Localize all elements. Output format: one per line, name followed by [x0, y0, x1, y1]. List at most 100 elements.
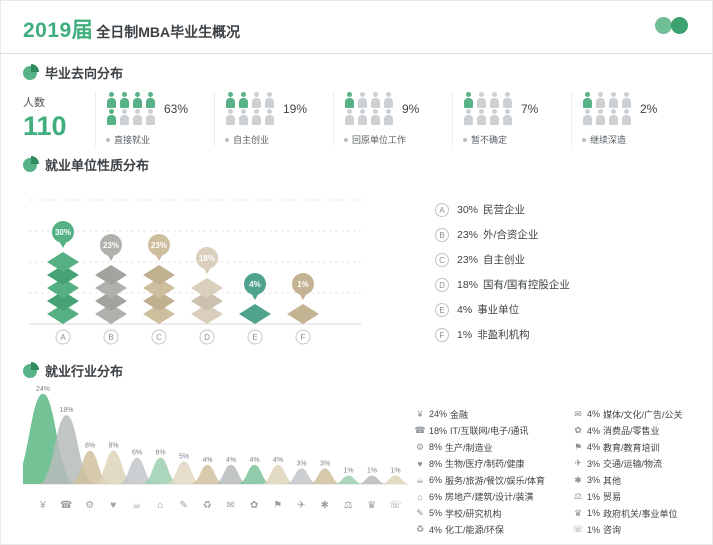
axis-letter: E [252, 333, 257, 342]
other-icon: ✱ [574, 474, 582, 485]
person-icon [608, 109, 619, 125]
industry-percent-label: 4% [226, 457, 236, 464]
real-estate-icon: ⌂ [417, 491, 423, 502]
industry-peak [118, 457, 156, 484]
person-icon [132, 109, 143, 125]
axis-letter: D [204, 333, 210, 342]
person-icon [476, 109, 487, 125]
industry-legend-item: ✿ 4% 消费品/零售业 [572, 423, 700, 440]
industry-percent-label: 8% [108, 443, 118, 450]
destination-group: 9% 回原单位工作 [333, 92, 452, 146]
employer-section-title: 就业单位性质分布 [45, 158, 150, 173]
bar-percent-label: 4% [249, 280, 261, 289]
bar-segment [143, 265, 175, 285]
axis-letter-circle [247, 329, 263, 345]
graduate-count-block: 人数 110 [23, 92, 95, 142]
person-icon [621, 92, 632, 108]
industry-percent-label: 5% [179, 453, 189, 460]
industry-peak [260, 464, 296, 484]
bar-percent-label: 23% [103, 241, 119, 250]
it-internet-icon: ☎ [414, 425, 426, 436]
industry-legend-item: ✉ 4% 媒体/文化/广告/公关 [572, 406, 700, 423]
axis-letter: C [156, 333, 162, 342]
industry-peak [190, 464, 225, 484]
employer-legend-item: D 18% 国有/国有控股企业 [435, 277, 570, 292]
industry-legend-item: ☕ 6% 服务/旅游/餐饮/娱乐/体育 [414, 472, 564, 489]
bullet-dot-icon [582, 137, 586, 142]
legend-letter-badge: A [435, 202, 449, 217]
legend-percent: 18% [429, 425, 448, 436]
industry-peak [333, 475, 364, 484]
person-icon [225, 109, 236, 125]
destination-pictogram-row: 19% [225, 92, 333, 126]
bar-segment [95, 304, 127, 324]
industry-peak [38, 415, 95, 484]
employer-chart-svg: 30% A 23% B 23% C 18% D 4% E 1% F [29, 199, 361, 345]
person-icon [238, 109, 249, 125]
person-icon [621, 109, 632, 125]
other-icon: ✱ [320, 500, 329, 511]
bar-segment [239, 304, 271, 324]
person-icon [344, 109, 355, 125]
legend-label: 教育/教育培训 [603, 442, 660, 453]
person-icon [489, 109, 500, 125]
manufacturing-icon: ⚙ [415, 441, 425, 452]
bar-segment [191, 291, 223, 311]
destination-pictogram-row: 9% [344, 92, 452, 126]
legend-label: 咨询 [603, 525, 622, 536]
destination-label-text: 直接就业 [114, 135, 151, 145]
destination-pictogram-row: 63% [106, 92, 214, 126]
destination-group: 19% 自主创业 [214, 92, 333, 146]
legend-percent: 3% [587, 458, 601, 469]
legend-percent: 23% [457, 228, 479, 241]
destination-label: 自主创业 [225, 133, 333, 146]
destination-label: 继续深造 [582, 133, 690, 146]
employer-legend: A 30% 民营企业 B 23% 外/合资企业 C 23% 自主创业 D 18% 国有/国有控股企业 E… [435, 176, 570, 352]
person-icon [595, 109, 606, 125]
person-icon [370, 109, 381, 125]
industry-legend-item: ⌂ 6% 房地产/建筑/设计/装潢 [414, 489, 564, 506]
legend-label: 其他 [603, 475, 622, 486]
section-industry: 就业行业分布 24% 18% 8% 8% 6% 6% 5% 4% 4% 4% 4% 3% 3% 1% 1% 1… [1, 361, 712, 538]
transport-logistics-icon: ✈ [574, 458, 582, 469]
education-research-icon: ✎ [179, 500, 188, 511]
bar-percent-label: 30% [55, 228, 71, 237]
bar-segment [143, 278, 175, 298]
industry-legend-right: ✉ 4% 媒体/文化/广告/公关 ✿ 4% 消费品/零售业 ⚑ 4% 教育/教育培训 ✈ 3% 交通/… [572, 406, 700, 538]
bar-segment [47, 291, 79, 311]
page-title: 全日制MBA毕业生概况 [96, 24, 241, 40]
axis-letter-circle [103, 329, 119, 345]
employer-legend-item: E 4% 事业单位 [435, 302, 570, 317]
person-icon [582, 92, 593, 108]
healthcare-icon: ♥ [417, 458, 423, 469]
percent-balloon [148, 234, 170, 256]
axis-letter: B [108, 333, 113, 342]
industry-legend-item: ⚙ 8% 生产/制造业 [414, 439, 564, 456]
person-icon [106, 109, 117, 125]
pie-chart-icon [23, 155, 39, 172]
media-culture-icon: ✉ [574, 408, 582, 419]
education-research-icon: ✎ [416, 507, 424, 518]
axis-letter-circle [199, 329, 215, 345]
destination-percent: 2% [640, 102, 658, 116]
destinations-content: 人数 110 63% 直接就业 19% 自主创业 9% 回原单位工作 7% 暂不确定 2% 继续深… [23, 92, 690, 146]
consumer-retail-icon: ✿ [250, 500, 259, 511]
industry-percent-label: 6% [132, 450, 142, 457]
employer-legend-item: F 1% 非盈利机构 [435, 327, 570, 342]
manufacturing-icon: ⚙ [85, 500, 95, 511]
employer-legend-item: A 30% 民营企业 [435, 202, 570, 217]
real-estate-icon: ⌂ [157, 500, 164, 511]
person-icon [489, 92, 500, 108]
legend-letter-badge: F [435, 327, 449, 342]
legend-letter-badge: B [435, 227, 449, 242]
legend-percent: 6% [429, 475, 443, 486]
industry-content: 24% 18% 8% 8% 6% 6% 5% 4% 4% 4% 4% 3% 3% 1% 1% 1% ¥ ☎ ⚙ ♥ ☕… [10, 382, 696, 538]
legend-percent: 8% [429, 442, 443, 453]
legend-percent: 4% [429, 524, 443, 535]
employer-section-header: 就业单位性质分布 [23, 155, 690, 174]
person-icon [357, 109, 368, 125]
consulting-icon: ☏ [572, 524, 584, 535]
industry-percent-label: 8% [85, 443, 95, 450]
industry-icons-row: ¥ ☎ ⚙ ♥ ☕ ⌂ ✎ ♻ ✉ ✿ ⚑ ✈ ✱ ⚖ ♛ ☏ [23, 500, 408, 511]
destination-pictogram-row: 7% [463, 92, 571, 126]
